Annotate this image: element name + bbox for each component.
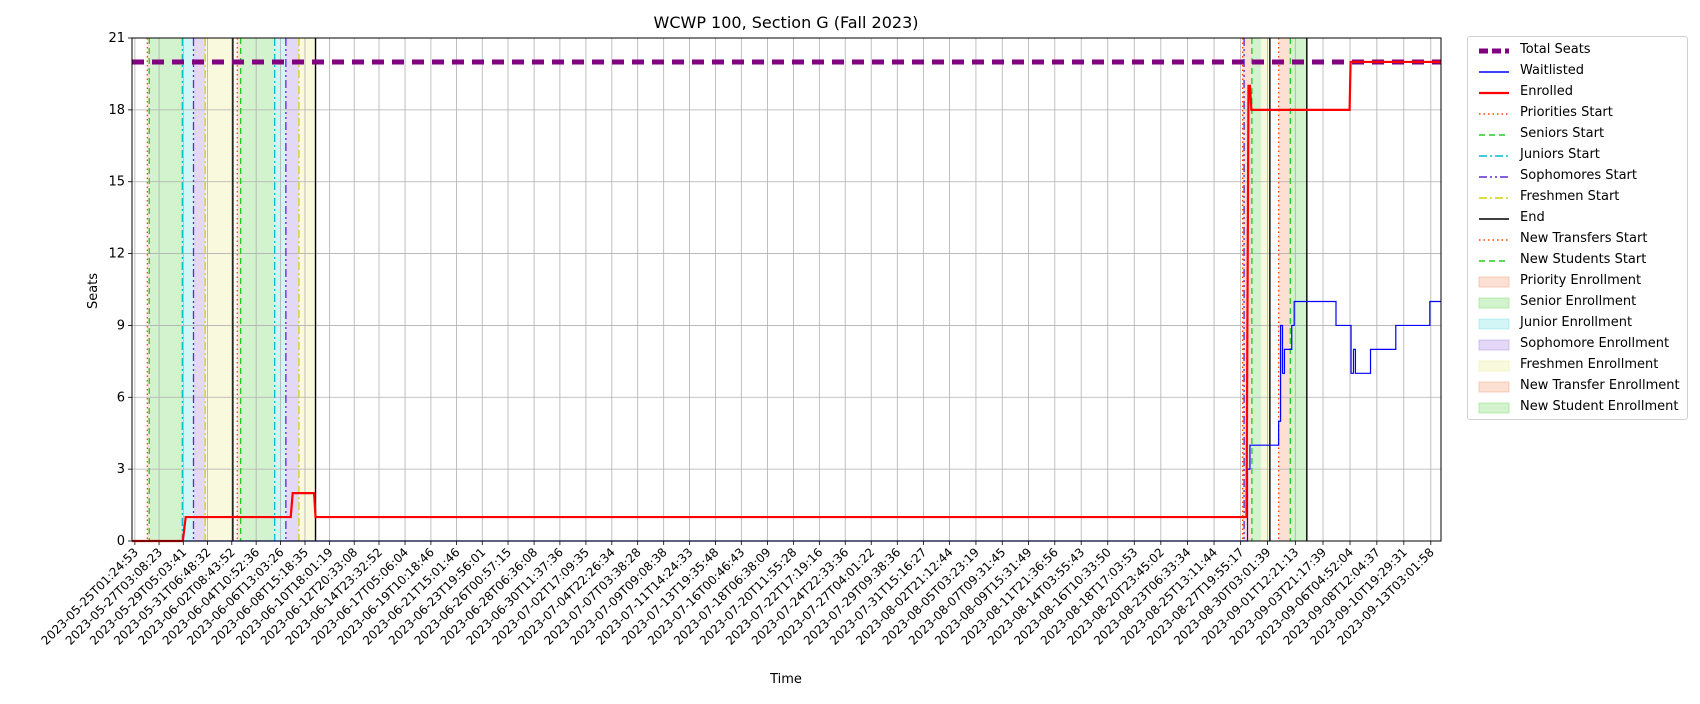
legend-label: Junior Enrollment [1520, 315, 1633, 330]
legend-swatch [1478, 276, 1510, 288]
plot-frame [131, 37, 1442, 542]
phase-band-junior-enrollment [182, 38, 194, 541]
legend-label: Total Seats [1520, 42, 1591, 57]
legend-label: Priority Enrollment [1520, 273, 1642, 288]
phase-band-senior-enrollment [149, 38, 183, 541]
legend-item-sophomores-start: Sophomores Start [1476, 167, 1686, 187]
legend-label: Waitlisted [1520, 63, 1585, 78]
legend-label: Freshmen Start [1520, 189, 1620, 204]
y-tick-label: 12 [108, 247, 125, 262]
legend: Total Seats Waitlisted Enrolled Priorities … [1467, 36, 1688, 420]
legend-swatch [1479, 239, 1509, 241]
legend-swatch [1479, 260, 1509, 262]
legend-label: End [1520, 210, 1545, 225]
legend-swatch [1479, 155, 1509, 157]
legend-swatch [1478, 381, 1510, 393]
legend-item-freshmen-start: Freshmen Start [1476, 188, 1686, 208]
phase-band-priority-enrollment [147, 38, 150, 541]
legend-label: Senior Enrollment [1520, 294, 1637, 309]
y-tick-label: 6 [117, 390, 125, 405]
legend-label: Freshmen Enrollment [1520, 357, 1659, 372]
y-tick-label: 3 [117, 462, 125, 477]
legend-item-freshmen-enrollment: Freshmen Enrollment [1476, 356, 1686, 376]
y-tick-label: 9 [117, 318, 125, 333]
legend-swatch [1479, 134, 1509, 136]
legend-item-new-transfers-start: New Transfers Start [1476, 230, 1686, 250]
x-axis-label: Time [769, 672, 802, 687]
legend-label: New Transfers Start [1520, 231, 1648, 246]
legend-item-new-transfer-enrollment: New Transfer Enrollment [1476, 377, 1686, 397]
legend-swatch [1478, 360, 1510, 372]
legend-label: New Students Start [1520, 252, 1647, 267]
phase-band-new-transfer-enrollment [1278, 38, 1291, 541]
y-tick-label: 0 [117, 534, 125, 549]
y-axis-label: Seats [86, 273, 101, 309]
legend-item-waitlisted: Waitlisted [1476, 62, 1686, 82]
legend-label: Sophomores Start [1520, 168, 1637, 183]
phase-band-new-student-enrollment [1251, 38, 1262, 541]
legend-item-priorities-start: Priorities Start [1476, 104, 1686, 124]
chart-title: WCWP 100, Section G (Fall 2023) [654, 13, 919, 32]
y-tick-label: 18 [108, 103, 125, 118]
legend-swatch [1478, 339, 1510, 351]
legend-label: Sophomore Enrollment [1520, 336, 1670, 351]
legend-label: Juniors Start [1520, 147, 1600, 162]
legend-swatch [1479, 71, 1509, 73]
legend-item-seniors-start: Seniors Start [1476, 125, 1686, 145]
legend-swatch [1478, 318, 1510, 330]
legend-item-sophomore-enrollment: Sophomore Enrollment [1476, 335, 1686, 355]
series-line-enrolled [132, 60, 1441, 543]
legend-swatch [1479, 48, 1509, 54]
legend-item-junior-enrollment: Junior Enrollment [1476, 314, 1686, 334]
legend-swatch [1478, 402, 1510, 414]
legend-label: Seniors Start [1520, 126, 1605, 141]
legend-swatch [1478, 297, 1510, 309]
legend-item-new-student-enrollment: New Student Enrollment [1476, 398, 1686, 418]
legend-item-juniors-start: Juniors Start [1476, 146, 1686, 166]
phase-band-freshmen-enrollment [1261, 38, 1270, 541]
legend-item-total-seats: Total Seats [1476, 41, 1686, 61]
legend-item-priority-enrollment: Priority Enrollment [1476, 272, 1686, 292]
phase-band-priority-enrollment [237, 38, 241, 541]
phase-band-senior-enrollment [240, 38, 275, 541]
phase-band-sophomore-enrollment [285, 38, 299, 541]
legend-label: New Student Enrollment [1520, 399, 1679, 414]
phase-band-new-student-enrollment [1290, 38, 1307, 541]
legend-swatch [1479, 91, 1509, 95]
legend-item-end: End [1476, 209, 1686, 229]
phase-band-freshmen-enrollment [205, 38, 233, 541]
phase-band-sophomore-enrollment [193, 38, 206, 541]
legend-item-enrolled: Enrolled [1476, 83, 1686, 103]
legend-swatch [1479, 113, 1509, 115]
legend-swatch [1479, 218, 1509, 220]
legend-item-senior-enrollment: Senior Enrollment [1476, 293, 1686, 313]
series-line-waitlisted [132, 300, 1441, 542]
y-tick-label: 21 [108, 31, 125, 46]
legend-swatch [1479, 176, 1509, 178]
y-tick-label: 15 [108, 175, 125, 190]
phase-band-freshmen-enrollment [298, 38, 316, 541]
legend-swatch [1479, 197, 1509, 199]
legend-label: New Transfer Enrollment [1520, 378, 1680, 393]
legend-item-new-students-start: New Students Start [1476, 251, 1686, 271]
legend-label: Enrolled [1520, 84, 1573, 99]
legend-label: Priorities Start [1520, 105, 1613, 120]
